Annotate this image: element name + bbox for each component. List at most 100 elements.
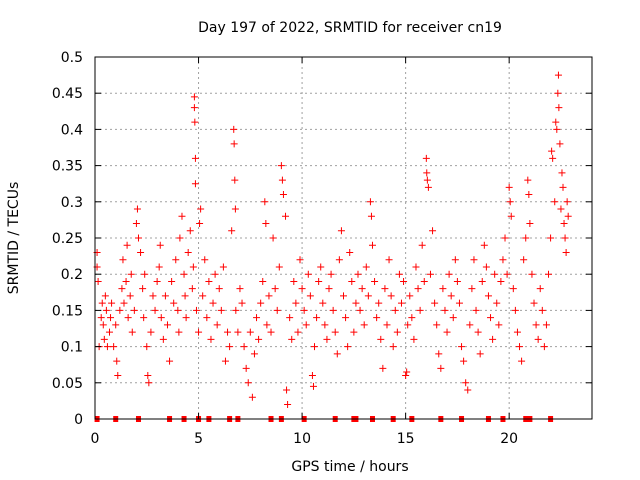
data-point	[561, 234, 569, 242]
data-point	[298, 285, 306, 293]
data-point	[453, 277, 461, 285]
data-point	[478, 277, 486, 285]
data-point	[195, 328, 203, 336]
data-point	[224, 328, 232, 336]
data-point	[261, 198, 269, 206]
data-point	[408, 314, 416, 322]
data-point	[516, 343, 524, 351]
data-point	[554, 71, 562, 79]
data-points	[93, 71, 572, 409]
data-point	[532, 321, 540, 329]
data-point	[470, 256, 478, 264]
data-point	[107, 314, 115, 322]
data-point	[323, 335, 331, 343]
data-point	[420, 277, 428, 285]
data-point	[387, 292, 395, 300]
data-point	[331, 328, 339, 336]
data-point	[217, 306, 225, 314]
data-point	[350, 328, 358, 336]
y-axis-label: SRMTID / TECUs	[6, 182, 22, 295]
data-point	[211, 270, 219, 278]
data-point	[462, 379, 470, 387]
data-point	[215, 285, 223, 293]
data-point	[201, 256, 209, 264]
data-point	[482, 263, 490, 271]
data-point	[174, 306, 182, 314]
data-point	[113, 357, 121, 365]
data-point	[190, 104, 198, 112]
data-point	[406, 292, 414, 300]
data-point	[480, 241, 488, 249]
data-point	[439, 285, 447, 293]
data-point	[385, 256, 393, 264]
data-point	[337, 227, 345, 235]
data-point	[112, 321, 120, 329]
data-point	[487, 314, 495, 322]
data-point	[94, 277, 102, 285]
data-point	[536, 285, 544, 293]
data-point	[433, 321, 441, 329]
data-point	[366, 198, 374, 206]
data-point	[556, 140, 564, 148]
data-point	[172, 256, 180, 264]
data-point	[144, 372, 152, 380]
data-point	[244, 379, 252, 387]
data-point	[540, 343, 548, 351]
data-point	[460, 357, 468, 365]
data-point	[468, 285, 476, 293]
plot-frame	[94, 56, 593, 420]
data-point	[509, 285, 517, 293]
data-point	[501, 234, 509, 242]
data-point	[99, 321, 107, 329]
data-point	[503, 270, 511, 278]
data-point	[383, 321, 391, 329]
data-point	[286, 314, 294, 322]
data-point	[240, 343, 248, 351]
data-point	[265, 292, 273, 300]
data-point	[315, 277, 323, 285]
data-point	[506, 198, 514, 206]
data-point	[294, 328, 302, 336]
data-point	[133, 205, 141, 213]
data-point	[232, 306, 240, 314]
data-point	[429, 227, 437, 235]
data-point	[474, 328, 482, 336]
data-point	[333, 350, 341, 358]
data-point	[321, 321, 329, 329]
data-point	[302, 321, 310, 329]
data-point	[255, 335, 263, 343]
data-point	[416, 306, 424, 314]
data-point	[230, 140, 238, 148]
data-point	[250, 350, 258, 358]
data-point	[458, 343, 466, 351]
data-point	[273, 306, 281, 314]
data-point	[228, 227, 236, 235]
data-point	[143, 343, 151, 351]
data-point	[191, 180, 199, 188]
data-point	[116, 306, 124, 314]
data-point	[123, 241, 131, 249]
data-point	[178, 212, 186, 220]
data-point	[403, 368, 411, 376]
data-point	[495, 321, 503, 329]
data-point	[262, 220, 270, 228]
chart-title: Day 197 of 2022, SRMTID for receiver cn1…	[198, 20, 502, 36]
y-tick-label: 0.35	[52, 159, 83, 175]
data-point	[441, 306, 449, 314]
data-point	[524, 176, 532, 184]
data-point	[513, 328, 521, 336]
y-tick-label: 0.5	[61, 50, 83, 66]
data-point	[437, 364, 445, 372]
data-point	[259, 277, 267, 285]
data-point	[335, 256, 343, 264]
data-point	[175, 328, 183, 336]
data-point	[267, 328, 275, 336]
data-point	[248, 393, 256, 401]
y-tick-label: 0.25	[52, 231, 83, 247]
data-point	[126, 292, 134, 300]
data-point	[559, 183, 567, 191]
data-point	[368, 241, 376, 249]
y-tick-label: 0	[74, 412, 83, 428]
data-point	[449, 314, 457, 322]
data-point	[548, 147, 556, 155]
